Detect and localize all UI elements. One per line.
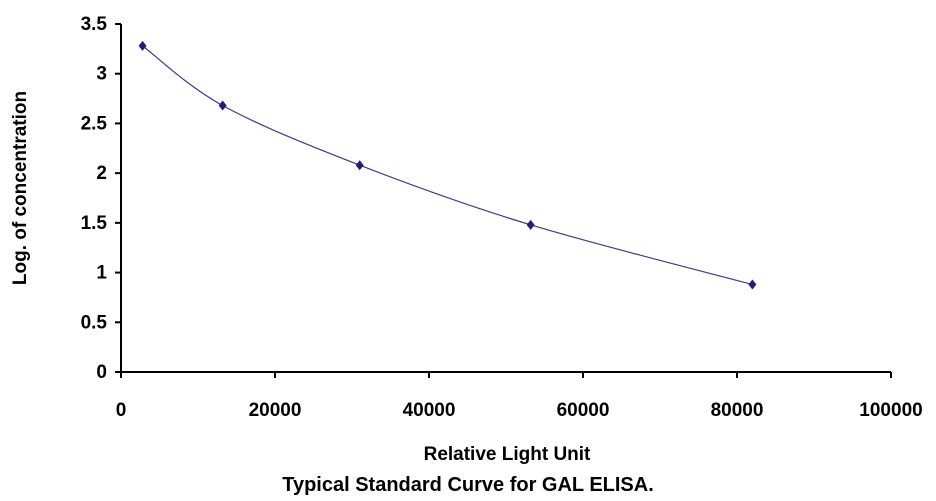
y-tick-label: 2 — [96, 163, 107, 184]
axes — [120, 24, 891, 373]
x-tick-label: 100000 — [859, 400, 922, 421]
y-tick-label: 1 — [96, 263, 107, 284]
data-point — [218, 100, 227, 111]
data-point — [748, 279, 757, 290]
y-tick-label: 0 — [96, 362, 107, 383]
y-axis-title: Log. of concentration — [10, 91, 31, 285]
y-tick-label: 2.5 — [81, 113, 108, 134]
x-axis-title: Relative Light Unit — [424, 444, 591, 465]
data-points — [138, 40, 757, 290]
y-axis-ticks: 0 0.5 1 1.5 2 2.5 3 3.5 — [81, 14, 121, 383]
x-axis-ticks: 0 20000 40000 60000 80000 100000 — [116, 372, 923, 421]
series-line — [142, 45, 753, 286]
x-tick-label: 60000 — [557, 400, 610, 421]
y-tick-label: 1.5 — [81, 213, 108, 234]
data-point — [138, 40, 147, 51]
data-point — [526, 219, 535, 230]
data-point — [355, 160, 364, 171]
chart-caption: Typical Standard Curve for GAL ELISA. — [282, 474, 654, 496]
x-tick-label: 40000 — [403, 400, 456, 421]
y-tick-label: 3 — [96, 64, 107, 85]
x-tick-label: 0 — [116, 400, 127, 421]
y-tick-label: 0.5 — [81, 312, 108, 333]
x-tick-label: 80000 — [711, 400, 764, 421]
y-tick-label: 3.5 — [81, 14, 108, 35]
x-tick-label: 20000 — [249, 400, 302, 421]
